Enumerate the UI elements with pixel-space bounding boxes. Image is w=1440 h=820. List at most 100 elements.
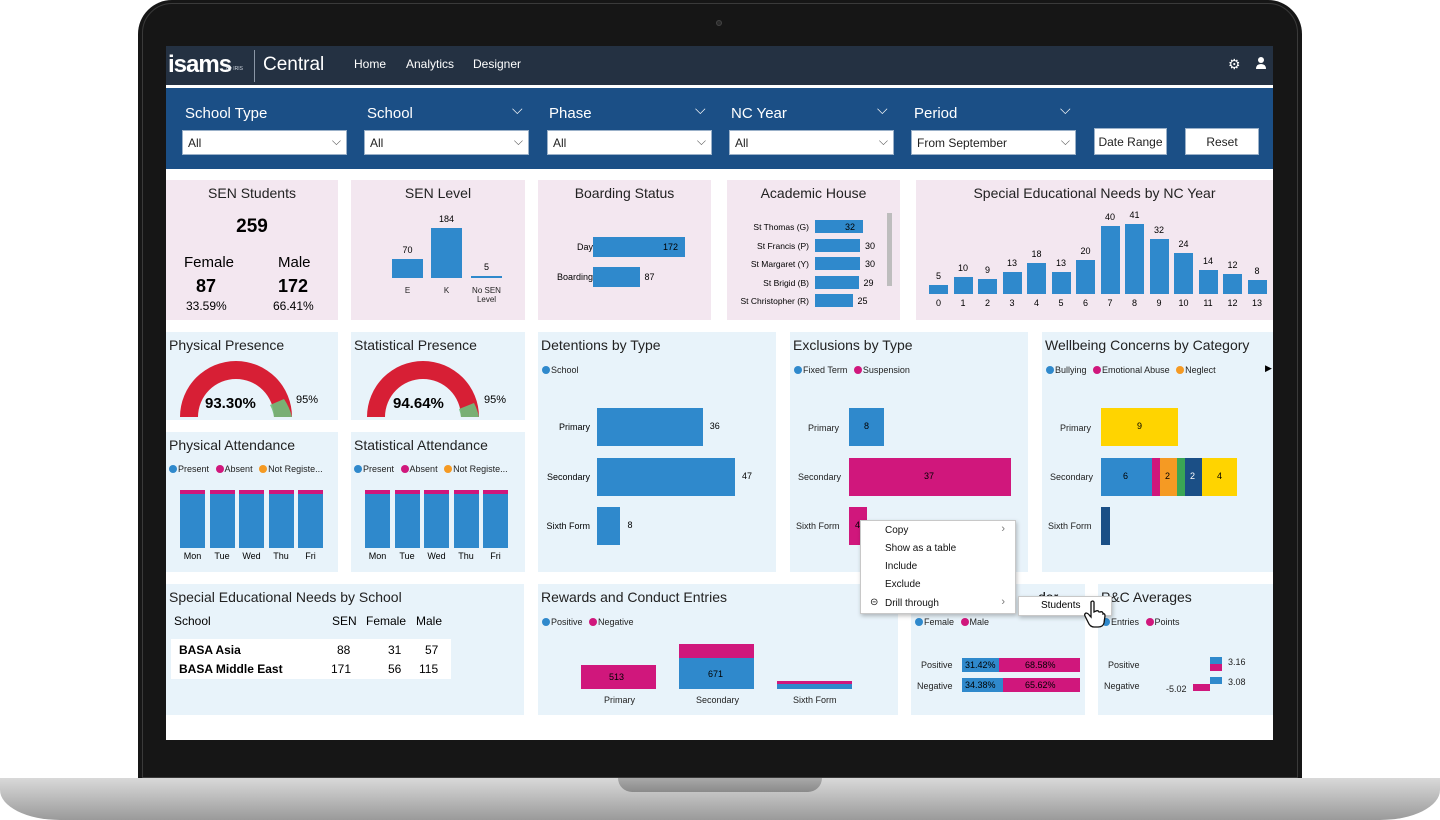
nc-year-bar[interactable]: [1149, 239, 1169, 294]
boarding-bar[interactable]: [593, 237, 685, 257]
present-bar-segment[interactable]: [424, 494, 449, 548]
sen-level-bar[interactable]: [471, 276, 502, 278]
pc-bar-negative-points[interactable]: [1193, 684, 1210, 691]
sen-level-bar[interactable]: [431, 228, 462, 278]
house-bar[interactable]: [815, 275, 859, 289]
rewards-bar-secondary-positive[interactable]: 671: [679, 658, 754, 689]
nav-home[interactable]: Home: [354, 57, 387, 71]
nc-year-bar[interactable]: [978, 278, 997, 294]
wellbeing-bar-secondary-navy[interactable]: 2: [1185, 458, 1202, 496]
gender-bar-positive-male[interactable]: 68.58%: [999, 658, 1080, 672]
rewards-bar-sixth-form-negative[interactable]: [777, 681, 852, 684]
nav-designer[interactable]: Designer: [473, 57, 522, 71]
header-sen[interactable]: SEN: [332, 614, 357, 628]
context-drill-through[interactable]: Drill through: [885, 598, 939, 609]
present-bar-segment[interactable]: [483, 494, 508, 548]
sen-students-card[interactable]: SEN Students 259 Female Male 87 172 33.5…: [166, 180, 338, 320]
present-bar-segment[interactable]: [268, 494, 294, 548]
sen-level-bar[interactable]: [392, 258, 423, 278]
table-row[interactable]: BASA Asia 88 31 57: [179, 643, 451, 661]
phase-select[interactable]: All ⌵: [547, 130, 712, 155]
legend-next-icon[interactable]: ▶: [1265, 363, 1272, 373]
header-school[interactable]: School: [174, 614, 211, 628]
physical-attendance-card[interactable]: Physical Attendance Present Absent Not R…: [166, 432, 338, 572]
wellbeing-bar-secondary-yellow[interactable]: 4: [1202, 458, 1237, 496]
present-bar-segment[interactable]: [394, 494, 420, 548]
header-female[interactable]: Female: [366, 614, 407, 628]
context-show-as-table[interactable]: Show as a table: [885, 543, 957, 554]
nc-year-bar[interactable]: [1125, 224, 1144, 294]
nc-year-bar[interactable]: [953, 276, 973, 294]
gear-icon[interactable]: ⚙: [1228, 56, 1241, 72]
rewards-card[interactable]: Rewards and Conduct Entries Positive Neg…: [538, 584, 898, 715]
nc-year-bar[interactable]: [1002, 271, 1022, 294]
reset-button[interactable]: Reset: [1185, 128, 1259, 155]
house-bar[interactable]: [815, 294, 853, 307]
detentions-card[interactable]: Detentions by Type School Primary 36 Secon…: [538, 332, 776, 572]
physical-presence-card[interactable]: Physical Presence 93.30% 95%: [166, 332, 338, 420]
nav-analytics[interactable]: Analytics: [406, 57, 455, 71]
gender-bar-negative-male[interactable]: 65.62%: [1003, 678, 1080, 692]
house-bar[interactable]: [815, 220, 863, 233]
nc-year-bar[interactable]: [1076, 259, 1095, 294]
school-select[interactable]: All ⌵: [364, 130, 529, 155]
wellbeing-bar-secondary-emotional[interactable]: [1152, 458, 1160, 496]
gender-bar-negative-female[interactable]: 34.38%: [962, 678, 1003, 692]
detentions-bar[interactable]: [597, 507, 621, 545]
sen-school-card[interactable]: Special Educational Needs by School Scho…: [166, 584, 524, 715]
sen-nc-year-card[interactable]: Special Educational Needs by NC Year 5 0 1…: [916, 180, 1273, 320]
school-type-select[interactable]: All ⌵: [182, 130, 347, 155]
wellbeing-bar-secondary-neglect[interactable]: 2: [1160, 458, 1177, 496]
rewards-bar-secondary-negative[interactable]: [679, 644, 754, 658]
boarding-status-card[interactable]: Boarding Status Day 172 Boarding 87: [538, 180, 711, 320]
house-bar[interactable]: [815, 257, 860, 270]
exclusions-bar-secondary[interactable]: 37: [849, 458, 1011, 496]
user-icon[interactable]: [1255, 56, 1267, 73]
date-range-button[interactable]: Date Range: [1094, 128, 1167, 155]
present-bar-segment[interactable]: [239, 494, 264, 548]
context-submenu-students[interactable]: Students: [1018, 596, 1112, 616]
header-male[interactable]: Male: [416, 614, 443, 628]
nc-year-bar[interactable]: [1100, 225, 1120, 294]
wellbeing-bar-secondary-green[interactable]: [1177, 458, 1185, 496]
nc-year-bar[interactable]: [1027, 263, 1046, 294]
nc-year-bar[interactable]: [1198, 270, 1218, 294]
rewards-bar-sixth-form-positive[interactable]: [777, 684, 852, 689]
rewards-bar-primary-negative[interactable]: 513: [581, 665, 656, 689]
boarding-bar[interactable]: [593, 267, 640, 287]
chevron-down-icon[interactable]: ⌵: [1060, 101, 1071, 117]
statistical-presence-card[interactable]: Statistical Presence 94.64% 95%: [351, 332, 525, 420]
nc-year-bar[interactable]: [1247, 280, 1267, 294]
academic-house-card[interactable]: Academic House St Thomas (G) 32 St Francis…: [727, 180, 900, 320]
pc-bar-positive-points[interactable]: [1210, 664, 1222, 671]
context-exclude[interactable]: Exclude: [885, 579, 921, 590]
context-copy[interactable]: Copy: [885, 525, 909, 536]
context-include[interactable]: Include: [885, 561, 918, 572]
exclusions-bar-primary[interactable]: 8: [849, 408, 884, 446]
wellbeing-bar-secondary-bullying[interactable]: 6: [1101, 458, 1152, 496]
nc-year-bar[interactable]: [1223, 273, 1242, 294]
chevron-down-icon[interactable]: ⌵: [695, 101, 706, 117]
nc-year-bar[interactable]: [1051, 271, 1071, 294]
sen-level-card[interactable]: SEN Level 70 E 184 K 5 No SEN Level: [351, 180, 525, 320]
nc-year-bar[interactable]: [1174, 253, 1193, 294]
present-bar-segment[interactable]: [453, 494, 479, 548]
present-bar-segment[interactable]: [209, 494, 235, 548]
present-bar-segment[interactable]: [365, 494, 390, 548]
detentions-bar[interactable]: [597, 457, 735, 496]
chevron-down-icon[interactable]: ⌵: [512, 101, 523, 117]
wellbeing-card[interactable]: Wellbeing Concerns by Category Bullying …: [1042, 332, 1273, 572]
nc-year-bar[interactable]: [929, 285, 948, 294]
house-bar[interactable]: [815, 238, 860, 252]
gender-bar-positive-female[interactable]: 31.42%: [962, 658, 999, 672]
pc-averages-card[interactable]: P&C Averages Entries Points Positive 3.1…: [1098, 584, 1273, 715]
detentions-bar[interactable]: [597, 408, 703, 446]
chevron-down-icon[interactable]: ⌵: [877, 101, 888, 117]
wellbeing-bar-sixth-form[interactable]: [1101, 507, 1110, 545]
present-bar-segment[interactable]: [180, 494, 205, 548]
pc-bar-positive-entries[interactable]: [1210, 657, 1222, 664]
table-row[interactable]: BASA Middle East 171 56 115: [179, 662, 451, 680]
period-select[interactable]: From September ⌵: [911, 130, 1076, 155]
pc-bar-negative-entries[interactable]: [1210, 677, 1222, 684]
house-scrollbar[interactable]: [887, 213, 892, 286]
